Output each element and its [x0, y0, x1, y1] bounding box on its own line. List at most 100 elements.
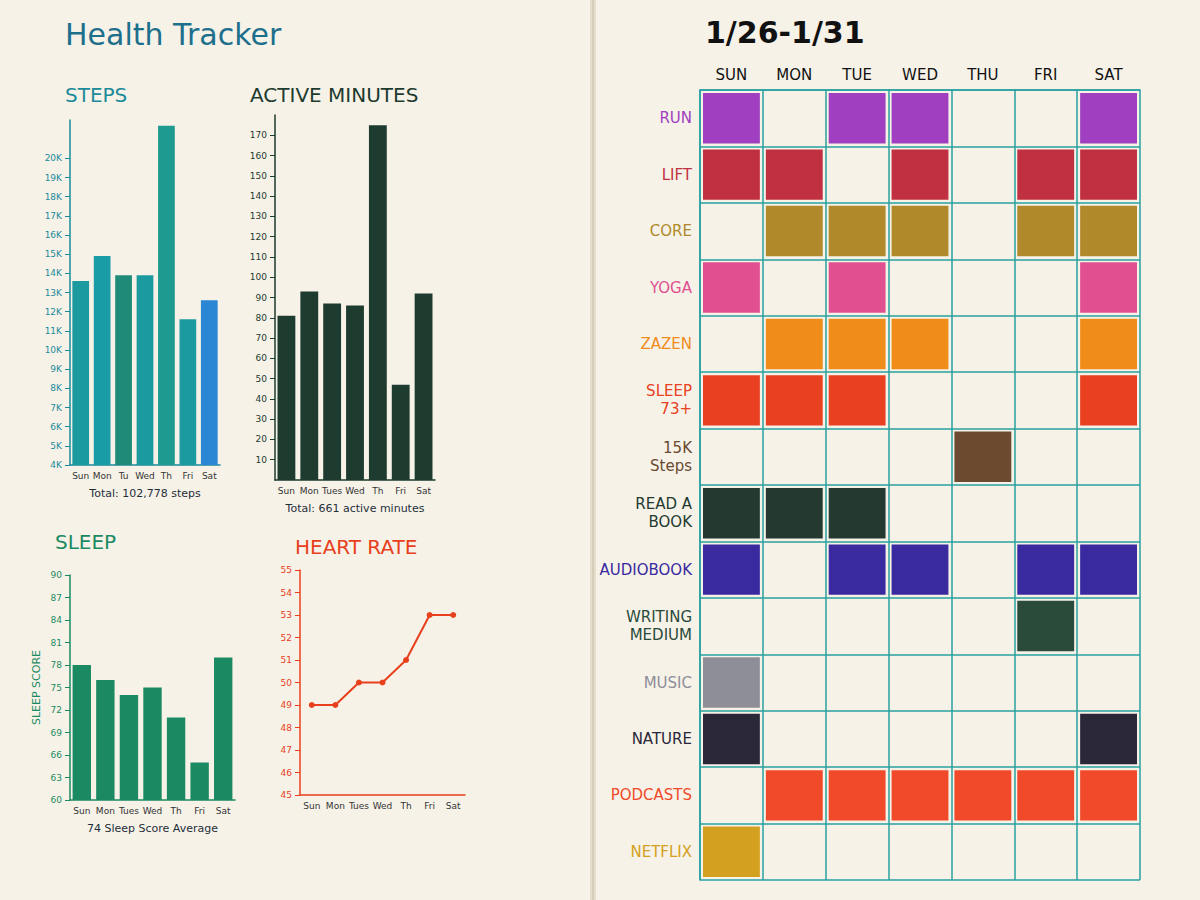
svg-text:Sun: Sun	[73, 806, 90, 816]
svg-text:Tues: Tues	[348, 801, 369, 811]
svg-text:Health Tracker: Health Tracker	[65, 17, 282, 52]
svg-text:SUN: SUN	[716, 66, 748, 84]
svg-text:51: 51	[281, 655, 292, 665]
svg-text:Tu: Tu	[118, 471, 129, 481]
svg-text:55: 55	[281, 565, 292, 575]
svg-text:81: 81	[51, 638, 62, 648]
svg-text:70: 70	[256, 333, 268, 343]
svg-text:Sat: Sat	[202, 471, 217, 481]
svg-text:Wed: Wed	[135, 471, 155, 481]
svg-text:15K: 15K	[45, 249, 63, 259]
svg-text:AUDIOBOOK: AUDIOBOOK	[600, 561, 694, 579]
svg-text:19K: 19K	[45, 173, 63, 183]
svg-text:THU: THU	[966, 66, 998, 84]
svg-text:Mon: Mon	[326, 801, 345, 811]
svg-text:Fri: Fri	[395, 486, 406, 496]
svg-text:72: 72	[51, 705, 62, 715]
svg-text:CORE: CORE	[650, 222, 692, 240]
svg-text:BOOK: BOOK	[649, 513, 694, 531]
svg-text:80: 80	[256, 313, 268, 323]
svg-text:FRI: FRI	[1034, 66, 1057, 84]
svg-text:14K: 14K	[45, 268, 63, 278]
svg-text:WRITING: WRITING	[626, 608, 692, 626]
svg-text:47: 47	[281, 745, 292, 755]
svg-text:120: 120	[250, 232, 267, 242]
svg-text:Sat: Sat	[416, 486, 431, 496]
svg-text:MON: MON	[776, 66, 812, 84]
svg-text:60: 60	[51, 795, 63, 805]
svg-text:SAT: SAT	[1095, 66, 1124, 84]
svg-text:SLEEP SCORE: SLEEP SCORE	[30, 650, 43, 725]
svg-text:53: 53	[281, 610, 292, 620]
svg-text:46: 46	[281, 768, 293, 778]
svg-text:10: 10	[256, 455, 268, 465]
svg-text:Wed: Wed	[143, 806, 163, 816]
svg-text:SLEEP: SLEEP	[646, 382, 692, 400]
svg-text:NATURE: NATURE	[632, 730, 692, 748]
svg-text:Mon: Mon	[93, 471, 112, 481]
svg-text:60: 60	[256, 353, 268, 363]
svg-text:130: 130	[250, 211, 267, 221]
svg-text:Wed: Wed	[345, 486, 365, 496]
svg-text:MUSIC: MUSIC	[644, 674, 692, 692]
svg-text:STEPS: STEPS	[65, 83, 127, 107]
svg-text:Th: Th	[371, 486, 383, 496]
svg-text:SLEEP: SLEEP	[55, 530, 116, 554]
svg-text:4K: 4K	[50, 460, 63, 470]
svg-text:Fri: Fri	[424, 801, 435, 811]
svg-text:30: 30	[256, 414, 268, 424]
svg-text:74 Sleep Score Average: 74 Sleep Score Average	[87, 822, 218, 835]
svg-text:Sun: Sun	[72, 471, 89, 481]
svg-text:110: 110	[250, 252, 267, 262]
svg-text:20K: 20K	[45, 153, 63, 163]
svg-text:MEDIUM: MEDIUM	[630, 626, 692, 644]
svg-text:15K: 15K	[663, 439, 693, 457]
svg-text:87: 87	[51, 593, 62, 603]
svg-text:Tues: Tues	[118, 806, 139, 816]
svg-text:9K: 9K	[50, 364, 63, 374]
svg-text:11K: 11K	[45, 326, 63, 336]
svg-text:Fri: Fri	[194, 806, 205, 816]
svg-text:Th: Th	[399, 801, 411, 811]
svg-text:Mon: Mon	[300, 486, 319, 496]
svg-text:Sat: Sat	[216, 806, 231, 816]
svg-text:20: 20	[256, 434, 268, 444]
svg-text:Total: 102,778 steps: Total: 102,778 steps	[88, 487, 201, 500]
svg-text:66: 66	[51, 750, 63, 760]
svg-text:Total: 661 active minutes: Total: 661 active minutes	[285, 502, 425, 515]
svg-text:50: 50	[256, 374, 268, 384]
svg-text:Th: Th	[160, 471, 172, 481]
svg-text:LIFT: LIFT	[662, 166, 693, 184]
svg-text:TUE: TUE	[841, 66, 872, 84]
svg-text:52: 52	[281, 633, 292, 643]
svg-text:Th: Th	[169, 806, 181, 816]
svg-text:WED: WED	[902, 66, 938, 84]
svg-text:160: 160	[250, 151, 267, 161]
svg-text:73+: 73+	[660, 400, 692, 418]
svg-text:45: 45	[281, 790, 292, 800]
svg-text:Wed: Wed	[373, 801, 393, 811]
svg-text:63: 63	[51, 773, 62, 783]
svg-text:10K: 10K	[45, 345, 63, 355]
svg-text:50: 50	[281, 678, 293, 688]
svg-text:Tues: Tues	[321, 486, 342, 496]
svg-text:12K: 12K	[45, 307, 63, 317]
svg-text:69: 69	[51, 728, 63, 738]
svg-text:49: 49	[281, 700, 293, 710]
svg-text:170: 170	[250, 130, 267, 140]
svg-text:75: 75	[51, 683, 62, 693]
svg-text:7K: 7K	[50, 403, 63, 413]
svg-text:ZAZEN: ZAZEN	[640, 335, 692, 353]
svg-text:YOGA: YOGA	[649, 279, 693, 297]
svg-text:Sun: Sun	[303, 801, 320, 811]
svg-text:8K: 8K	[50, 383, 63, 393]
svg-text:16K: 16K	[45, 230, 63, 240]
svg-text:150: 150	[250, 171, 267, 181]
svg-text:90: 90	[51, 570, 63, 580]
svg-text:Mon: Mon	[96, 806, 115, 816]
svg-text:40: 40	[256, 394, 268, 404]
svg-text:READ A: READ A	[635, 495, 692, 513]
svg-text:1/26-1/31: 1/26-1/31	[705, 15, 865, 50]
svg-text:90: 90	[256, 293, 268, 303]
svg-text:48: 48	[281, 723, 293, 733]
